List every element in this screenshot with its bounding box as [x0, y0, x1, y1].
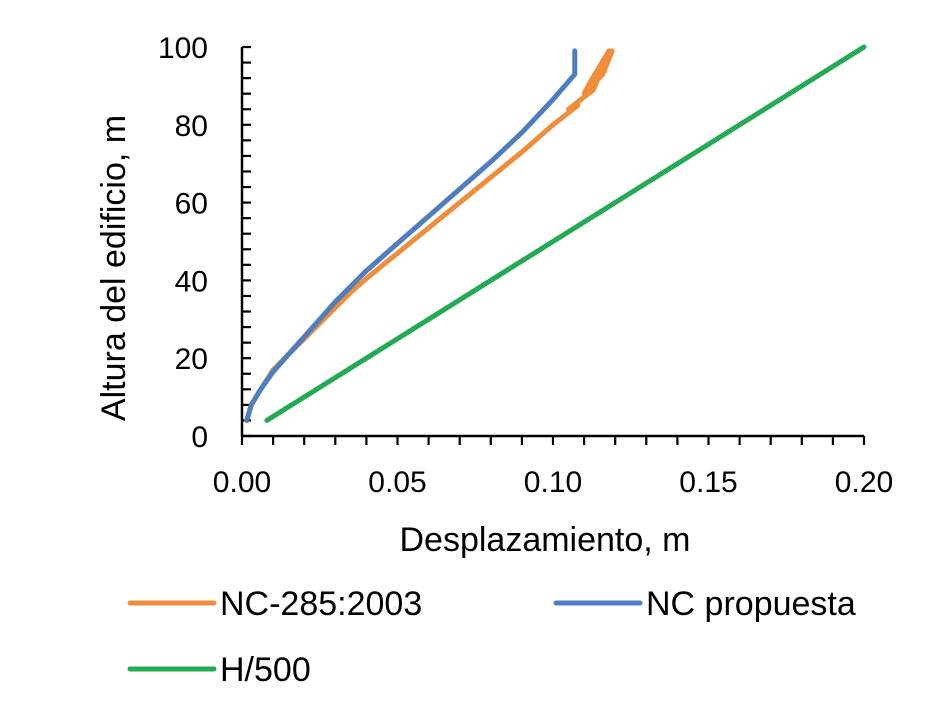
series-line-h500	[264, 44, 867, 423]
legend-label-h500: H/500	[220, 651, 311, 689]
x-tick-label: 0.10	[524, 466, 582, 499]
x-tick-label: 0.05	[368, 466, 426, 499]
y-tick-label: 40	[175, 265, 208, 298]
minor-ticks	[240, 45, 866, 445]
x-axis-title: Desplazamiento, m	[399, 521, 690, 559]
x-tick-label: 0.15	[679, 466, 737, 499]
y-tick-label: 80	[175, 110, 208, 143]
series-line-nc285	[244, 48, 615, 423]
series-line-nc-propuesta	[244, 48, 578, 423]
legend: NC-285:2003 NC propuesta H/500	[127, 585, 856, 689]
y-tick-label: 0	[191, 421, 208, 454]
x-tick-label: 0.00	[213, 466, 271, 499]
y-tick-label: 60	[175, 188, 208, 221]
x-tick-labels: 0.00 0.05 0.10 0.15 0.20	[213, 466, 893, 499]
series-lines	[244, 44, 867, 423]
legend-label-nc285: NC-285:2003	[220, 585, 422, 623]
y-tick-labels: 0 20 40 60 80 100	[158, 32, 208, 454]
legend-label-nc-propuesta: NC propuesta	[646, 585, 856, 623]
y-tick-label: 20	[175, 343, 208, 376]
y-axis-title: Altura del edificio, m	[95, 115, 133, 421]
x-tick-label: 0.20	[835, 466, 893, 499]
y-tick-label: 100	[158, 32, 208, 65]
